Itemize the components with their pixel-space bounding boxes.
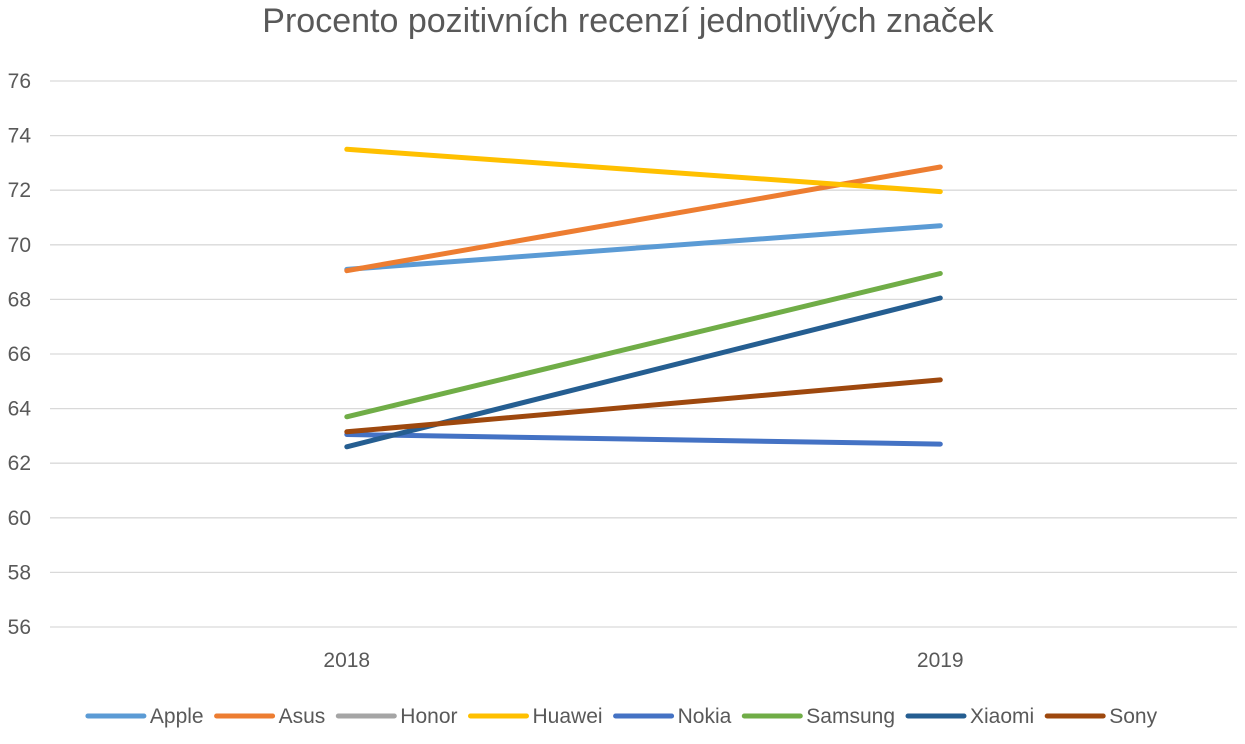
y-tick-label: 62: [8, 452, 31, 475]
legend: Apple Asus Honor Huawei Nokia Samsung Xiaomi So…: [85, 705, 1158, 728]
x-tick-label: 2018: [323, 649, 370, 672]
series-line-huawei: [344, 146, 943, 195]
legend-label: Xiaomi: [970, 705, 1034, 728]
series-line-sony: [344, 377, 943, 435]
y-tick-label: 74: [8, 125, 32, 148]
legend-item-samsung: Samsung: [741, 705, 895, 728]
legend-label: Samsung: [806, 705, 895, 728]
series-line-asus: [344, 164, 943, 274]
legend-item-honor: Honor: [335, 705, 458, 728]
legend-item-apple: Apple: [85, 705, 204, 728]
legend-label: Nokia: [678, 705, 732, 728]
series-lines: [344, 146, 943, 450]
legend-item-sony: Sony: [1044, 705, 1158, 728]
y-tick-label: 58: [8, 561, 31, 584]
y-tick-label: 70: [8, 234, 31, 257]
y-axis-ticks: 56 58 60 62 64 66 68 70 72 74 76: [8, 70, 32, 639]
y-tick-label: 72: [8, 179, 31, 202]
legend-label: Asus: [279, 705, 326, 728]
y-tick-label: 68: [8, 288, 31, 311]
legend-item-asus: Asus: [214, 705, 326, 728]
legend-item-nokia: Nokia: [613, 705, 732, 728]
gridlines: [50, 80, 1237, 628]
x-tick-label: 2019: [917, 649, 964, 672]
legend-item-huawei: Huawei: [468, 705, 603, 728]
series-line-samsung: [344, 271, 943, 420]
series-line-apple: [344, 223, 943, 272]
legend-item-xiaomi: Xiaomi: [905, 705, 1034, 728]
legend-label: Apple: [150, 705, 204, 728]
chart-title: Procento pozitivních recenzí jednotlivýc…: [262, 2, 994, 40]
y-tick-label: 76: [8, 70, 31, 93]
y-tick-label: 60: [8, 507, 31, 530]
x-axis-ticks: 2018 2019: [323, 649, 963, 672]
legend-label: Honor: [400, 705, 457, 728]
legend-label: Sony: [1109, 705, 1157, 728]
series-line-nokia: [344, 432, 943, 447]
legend-label: Huawei: [533, 705, 603, 728]
y-tick-label: 66: [8, 343, 31, 366]
y-tick-label: 56: [8, 616, 31, 639]
y-tick-label: 64: [8, 398, 32, 421]
